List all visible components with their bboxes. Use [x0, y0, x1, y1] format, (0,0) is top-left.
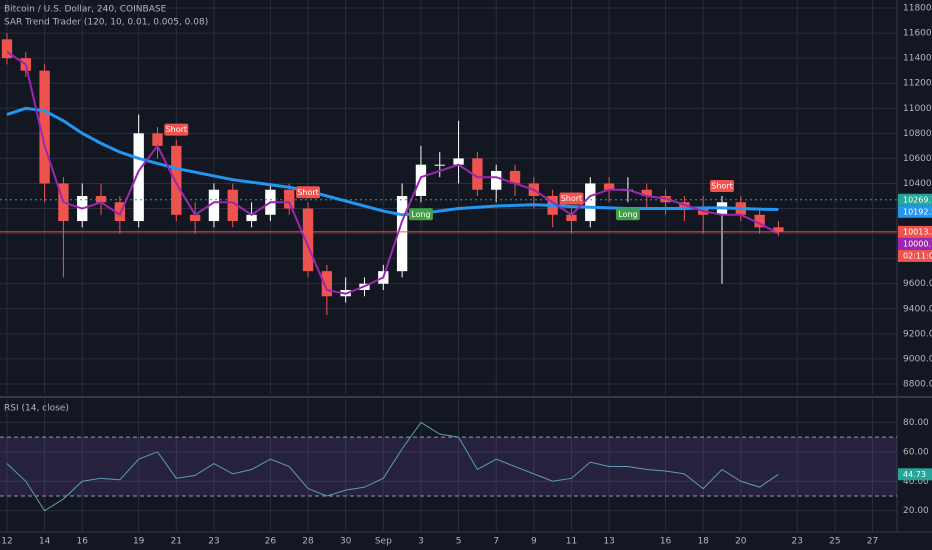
- x-tick-label: 16: [77, 537, 89, 547]
- signal-label-box: [296, 186, 321, 199]
- candle-body: [585, 183, 596, 222]
- signal-label-box: [559, 192, 584, 205]
- pane-title: Bitcoin / U.S. Dollar, 240, COINBASE: [4, 5, 167, 15]
- rsi-value-box: [898, 468, 932, 481]
- signal-label: Long: [411, 210, 430, 219]
- candle-body: [603, 183, 615, 190]
- rsi-value-label: 44.73: [903, 470, 926, 479]
- x-tick-label: 30: [340, 537, 352, 547]
- signal-label: Short: [297, 188, 318, 197]
- candle-body: [434, 164, 445, 166]
- x-tick-label: 16: [660, 537, 672, 547]
- signal-label-box: [164, 123, 189, 136]
- price-label-box: [898, 205, 932, 218]
- x-tick-label: 14: [39, 537, 51, 547]
- rsi-line: [6, 421, 779, 512]
- candle-body: [754, 214, 765, 228]
- y-tick-label: 20.00: [903, 506, 929, 516]
- signal-label-box: [408, 208, 433, 221]
- pane-subtitle: SAR Trend Trader (120, 10, 0.01, 0.005, …: [4, 18, 208, 28]
- candle-body: [227, 189, 238, 222]
- x-tick-label: 12: [1, 537, 12, 547]
- price-label-box: [898, 193, 932, 206]
- x-tick-label: 27: [867, 537, 878, 547]
- y-tick-label: 11200.00: [903, 79, 932, 89]
- signal-label: Short: [166, 125, 187, 134]
- y-tick-label: 8800.00: [903, 379, 932, 389]
- x-tick-label: 3: [418, 537, 424, 547]
- y-tick-label: 9600.00: [903, 279, 932, 289]
- price-label: 10000.76: [903, 239, 932, 248]
- candle-body: [284, 189, 295, 209]
- signal-label-box: [615, 208, 640, 221]
- y-tick-label: 11000.00: [903, 104, 932, 114]
- signal-label: Short: [711, 181, 732, 190]
- candle-body: [641, 189, 652, 196]
- pane-title: RSI (14, close): [4, 404, 69, 414]
- candle-body: [491, 170, 502, 190]
- rsi-band: [0, 437, 897, 496]
- x-tick-label: 21: [171, 537, 182, 547]
- x-tick-label: Sep: [375, 537, 392, 547]
- y-tick-label: 11400.00: [903, 54, 932, 64]
- y-tick-label: 60.00: [903, 447, 929, 457]
- candle-body: [95, 195, 107, 203]
- x-tick-label: 7: [493, 537, 499, 547]
- price-label: 10192.54: [903, 207, 932, 216]
- candle-body: [321, 271, 333, 297]
- candle-body: [208, 189, 220, 222]
- y-tick-label: 9400.00: [903, 304, 932, 314]
- y-tick-label: 40.00: [903, 477, 929, 487]
- y-tick-label: 10400.00: [903, 179, 932, 189]
- x-tick-label: 13: [603, 537, 614, 547]
- candle-body: [509, 170, 521, 184]
- candle-body: [453, 158, 464, 165]
- price-label-box: [898, 225, 932, 238]
- y-tick-label: 10800.00: [903, 129, 932, 139]
- price-label-box: [898, 237, 932, 250]
- candle-body: [566, 214, 577, 222]
- candle-body: [1, 39, 13, 59]
- candle-body: [133, 133, 144, 222]
- indicator-line: [6, 51, 779, 295]
- x-tick-label: 20: [735, 537, 747, 547]
- x-tick-label: 23: [792, 537, 803, 547]
- y-tick-label: 80.00: [903, 418, 929, 428]
- y-tick-label: 11800.00: [903, 4, 932, 14]
- candle-body: [302, 208, 314, 272]
- candle-body: [396, 195, 408, 272]
- signal-label: Short: [561, 194, 582, 203]
- signal-label: Long: [618, 210, 637, 219]
- countdown-box: [898, 249, 932, 262]
- y-tick-label: 9000.00: [903, 354, 932, 364]
- x-tick-label: 11: [566, 537, 577, 547]
- x-tick-label: 26: [265, 537, 277, 547]
- signal-label-box: [710, 179, 735, 192]
- price-label: 10269.76: [903, 195, 932, 204]
- candle-body: [472, 158, 483, 190]
- x-tick-label: 5: [456, 537, 462, 547]
- candle-body: [114, 202, 126, 222]
- x-tick-label: 23: [208, 537, 219, 547]
- candle-body: [415, 164, 427, 196]
- y-tick-label: 9200.00: [903, 329, 932, 339]
- x-tick-label: 9: [531, 537, 537, 547]
- candle-body: [39, 70, 50, 184]
- candle-body: [773, 227, 784, 232]
- x-tick-label: 25: [829, 537, 840, 547]
- candle-body: [152, 133, 163, 146]
- candle-body: [189, 214, 201, 222]
- countdown: 02:11:03: [903, 251, 932, 260]
- y-tick-label: 10600.00: [903, 154, 932, 164]
- indicator-line: [6, 106, 779, 217]
- x-tick-label: 18: [697, 537, 709, 547]
- price-label: 10013.34: [903, 227, 932, 236]
- x-tick-label: 28: [302, 537, 314, 547]
- y-tick-label: 11600.00: [903, 29, 932, 39]
- candle-body: [171, 145, 182, 215]
- candle-body: [246, 214, 257, 222]
- x-tick-label: 19: [133, 537, 145, 547]
